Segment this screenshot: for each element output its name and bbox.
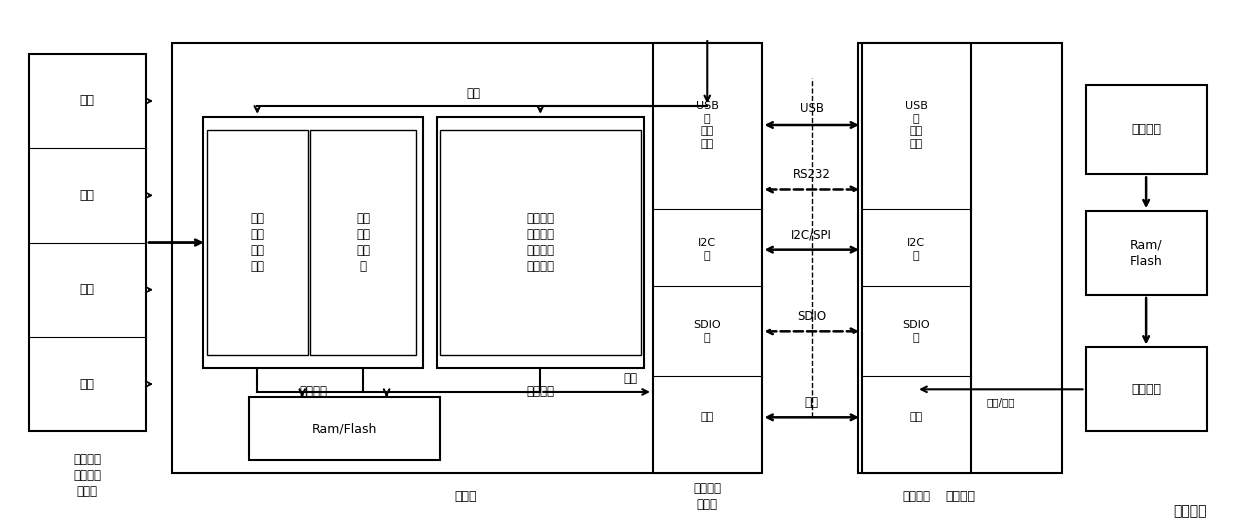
Text: 光学: 光学 <box>79 94 95 108</box>
Bar <box>653 43 762 473</box>
Text: 其他: 其他 <box>909 412 923 422</box>
Text: USB
从
串口
模块: USB 从 串口 模块 <box>696 101 719 149</box>
Text: 通讯接口: 通讯接口 <box>902 490 930 503</box>
Text: I2C
从: I2C 从 <box>699 238 716 261</box>
Text: Ram/Flash: Ram/Flash <box>312 422 377 435</box>
Text: I2C/SPI: I2C/SPI <box>792 229 833 241</box>
Text: SDIO: SDIO <box>797 310 826 323</box>
Text: 专用
的传
感器
接口: 专用 的传 感器 接口 <box>250 212 264 273</box>
Text: 指纹模块: 指纹模块 <box>299 385 327 398</box>
Text: 本发明: 本发明 <box>455 490 477 503</box>
Bar <box>859 43 1062 473</box>
Text: 面状: 面状 <box>79 189 95 202</box>
Text: USB
主
串口
模块: USB 主 串口 模块 <box>904 101 928 149</box>
Text: RS232: RS232 <box>793 168 830 181</box>
Text: SDIO
从: SDIO 从 <box>694 320 721 343</box>
Bar <box>249 397 440 460</box>
Text: 指令/结果: 指令/结果 <box>986 397 1015 407</box>
Text: 各种生产
商的各类
传感器: 各种生产 商的各类 传感器 <box>73 453 102 499</box>
Text: 一般应用: 一般应用 <box>1131 123 1161 136</box>
Text: 指纹
算法
加速
器: 指纹 算法 加速 器 <box>356 212 370 273</box>
Text: 安全模块: 安全模块 <box>527 385 554 398</box>
Text: 结果: 结果 <box>623 373 638 385</box>
Text: I2C
主: I2C 主 <box>907 238 926 261</box>
Bar <box>440 130 641 355</box>
Text: 其他: 其他 <box>79 377 95 391</box>
Text: USB: USB <box>799 102 824 115</box>
Text: SDIO
主: SDIO 主 <box>902 320 930 343</box>
Bar <box>28 54 146 431</box>
Text: 通讯接口: 通讯接口 <box>694 482 721 495</box>
Text: 其他: 其他 <box>700 412 714 422</box>
Bar <box>1085 347 1207 431</box>
Bar <box>1085 211 1207 295</box>
Bar <box>436 116 644 368</box>
Bar <box>207 130 309 355</box>
Text: 终端产品: 终端产品 <box>1173 504 1207 518</box>
Bar <box>311 130 415 355</box>
Bar <box>862 43 970 473</box>
Bar <box>1085 85 1207 174</box>
Text: 安全接口: 安全接口 <box>1131 383 1161 396</box>
Text: 指令: 指令 <box>466 86 479 100</box>
Text: 针对各类
安全算法
优化的硬
件加速器: 针对各类 安全算法 优化的硬 件加速器 <box>527 212 554 273</box>
Bar <box>172 43 760 473</box>
Text: Ram/
Flash: Ram/ Flash <box>1130 239 1162 268</box>
Text: 刮擦: 刮擦 <box>79 283 95 296</box>
Text: 本发明: 本发明 <box>696 498 717 511</box>
Bar <box>203 116 422 368</box>
Text: 其他: 其他 <box>805 396 819 409</box>
Text: 通用芯片: 通用芯片 <box>945 490 975 503</box>
